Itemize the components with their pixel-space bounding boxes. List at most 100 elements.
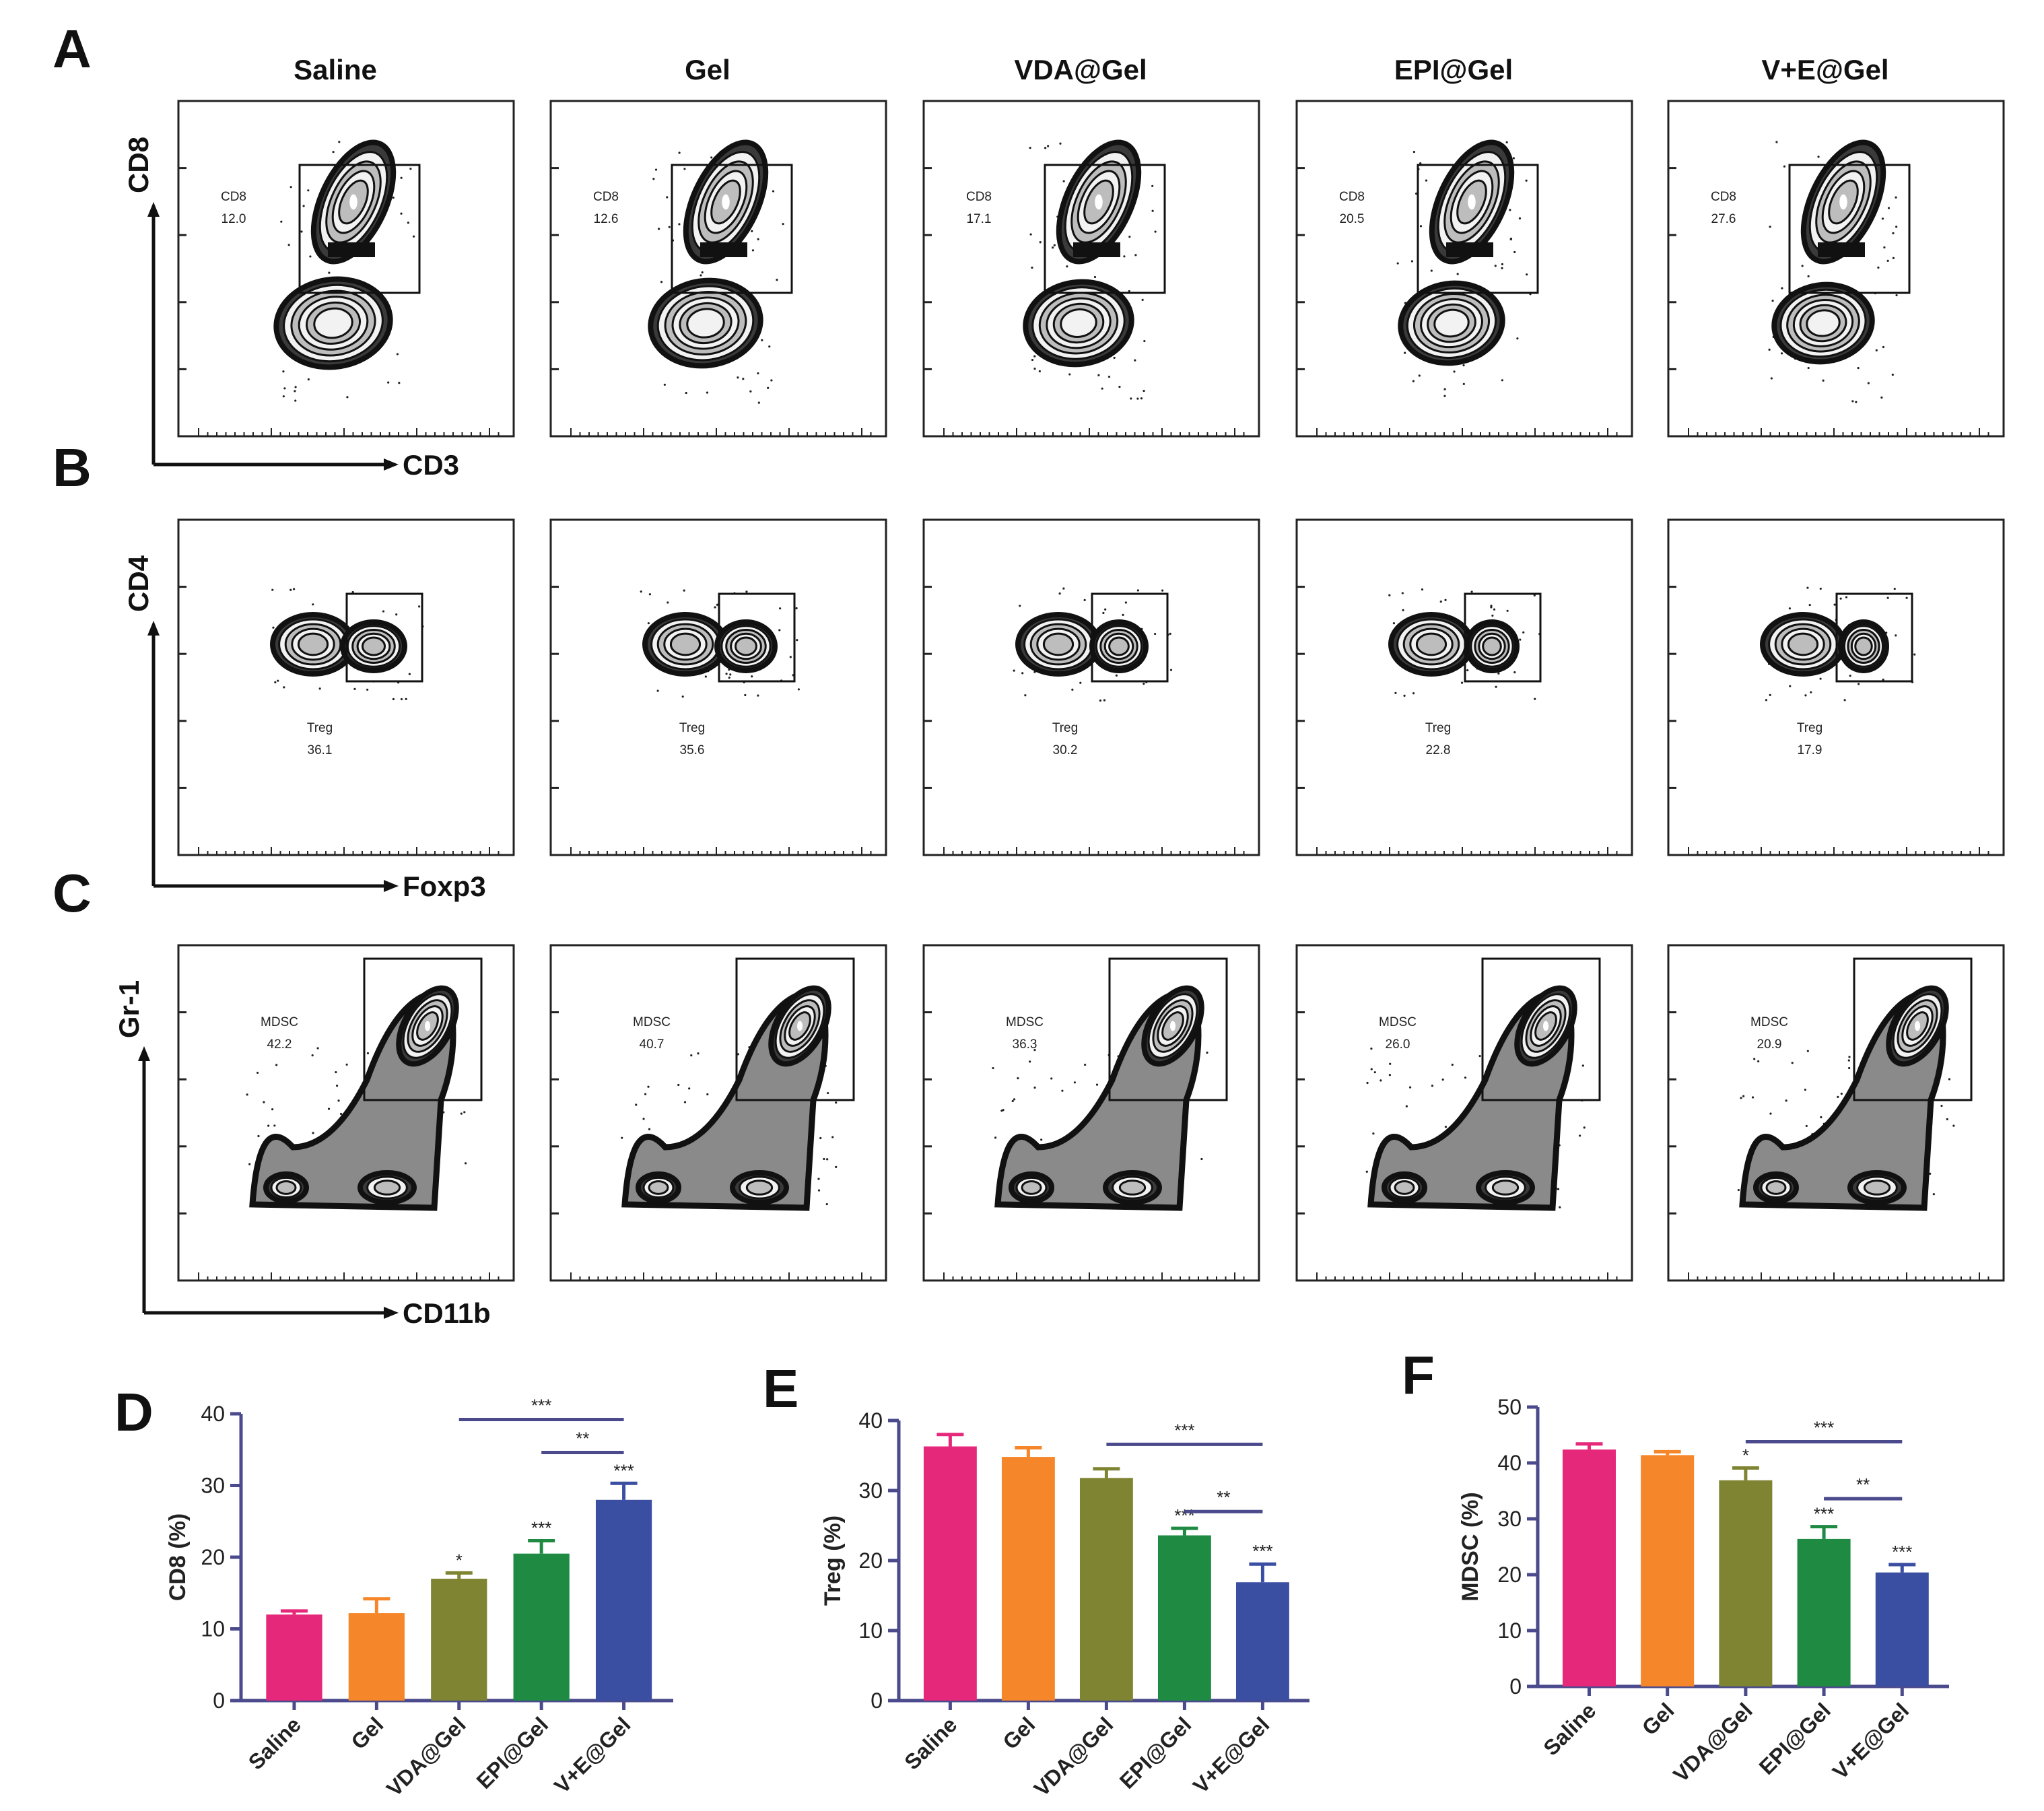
- event-dot: [1017, 1077, 1019, 1080]
- event-dot: [1408, 1086, 1412, 1089]
- panel-letter: A: [53, 19, 92, 79]
- x-axis-arrowhead: [384, 880, 399, 892]
- significance-star: ***: [613, 1460, 634, 1480]
- contour-core: [796, 1021, 803, 1031]
- event-dot: [1040, 1138, 1043, 1141]
- event-dot: [1050, 1077, 1053, 1080]
- gate-label: Treg: [307, 721, 333, 735]
- event-dot: [1886, 259, 1889, 262]
- event-dot: [1441, 1078, 1444, 1081]
- event-dot: [1497, 672, 1500, 675]
- event-dot: [1781, 287, 1783, 289]
- event-dot: [1388, 1074, 1391, 1077]
- event-dot: [1366, 1081, 1369, 1085]
- event-dot: [263, 1101, 265, 1103]
- event-dot: [277, 679, 279, 682]
- event-dot: [678, 151, 681, 154]
- event-dot: [1757, 1060, 1760, 1063]
- event-dot: [1124, 601, 1127, 604]
- event-dot: [1929, 1172, 1932, 1175]
- event-dot: [1801, 265, 1804, 267]
- event-dot: [1095, 1083, 1099, 1086]
- gate-label: MDSC: [1379, 1015, 1417, 1029]
- y-axis-label: CD8: [123, 137, 154, 193]
- event-dot: [831, 1136, 834, 1138]
- event-dot: [666, 196, 669, 199]
- event-dot: [1379, 1079, 1382, 1082]
- contour-core: [349, 194, 357, 210]
- significance-star: ***: [1174, 1505, 1194, 1526]
- bar: [1562, 1449, 1616, 1686]
- gate-label: MDSC: [1750, 1015, 1788, 1029]
- gate-value: 42.2: [267, 1037, 292, 1052]
- x-tick-label: Saline: [899, 1712, 961, 1774]
- event-dot: [1895, 294, 1898, 297]
- event-dot: [1161, 589, 1164, 592]
- event-dot: [1819, 587, 1822, 590]
- event-dot: [1033, 368, 1036, 370]
- event-dot: [1822, 379, 1825, 382]
- plot-frame: [1295, 100, 1633, 438]
- event-dot: [1068, 373, 1071, 376]
- event-dot: [1062, 587, 1065, 590]
- event-dot: [654, 168, 658, 171]
- event-dot: [1491, 614, 1494, 617]
- event-dot: [663, 383, 666, 386]
- event-dot: [1806, 586, 1809, 589]
- event-dot: [796, 639, 798, 642]
- event-dot: [823, 1157, 825, 1161]
- event-dot: [681, 695, 684, 698]
- event-dot: [1079, 681, 1082, 684]
- event-dot: [1470, 590, 1473, 593]
- y-tick-label: 20: [201, 1545, 225, 1569]
- event-dot: [1753, 1058, 1756, 1060]
- event-dot: [400, 212, 403, 215]
- event-dot: [1011, 1099, 1014, 1103]
- event-dot: [460, 1112, 463, 1115]
- event-dot: [302, 205, 305, 207]
- contour-ring: [1118, 1180, 1147, 1196]
- event-dot: [1206, 1051, 1208, 1054]
- gate-value: 22.8: [1426, 743, 1451, 757]
- event-dot: [1780, 352, 1783, 355]
- x-tick-label: EPI@Gel: [1755, 1698, 1835, 1779]
- event-dot: [700, 274, 702, 277]
- x-axis-label: CD11b: [403, 1297, 491, 1329]
- x-tick-label: Gel: [1637, 1698, 1679, 1740]
- event-dot: [1029, 1060, 1031, 1063]
- event-dot: [1396, 262, 1399, 265]
- gate-rect: [1788, 164, 1911, 294]
- event-dot: [1771, 300, 1774, 302]
- event-dot: [1806, 1050, 1809, 1052]
- event-dot: [1430, 269, 1433, 272]
- event-dot: [1136, 397, 1139, 400]
- event-dot: [778, 629, 781, 631]
- event-dot: [1059, 142, 1062, 145]
- event-dot: [1946, 1118, 1948, 1121]
- event-dot: [289, 186, 292, 189]
- gate-label: CD8: [221, 190, 246, 204]
- event-dot: [757, 372, 759, 375]
- event-dot: [657, 228, 660, 230]
- event-dot: [706, 391, 709, 394]
- event-dot: [1820, 1116, 1822, 1119]
- event-dot: [1519, 638, 1522, 641]
- event-dot: [1581, 1064, 1584, 1067]
- event-dot: [994, 1136, 997, 1139]
- event-dot: [737, 376, 739, 379]
- event-dot: [1451, 1063, 1454, 1066]
- event-dot: [1493, 608, 1496, 611]
- event-dot: [1154, 230, 1157, 233]
- bar: [1235, 1582, 1289, 1701]
- event-dot: [1097, 374, 1100, 376]
- x-tick-label: VDA@Gel: [1668, 1698, 1757, 1787]
- event-dot: [400, 176, 403, 179]
- event-dot: [1740, 1097, 1742, 1099]
- event-dot: [1412, 151, 1416, 153]
- event-dot: [1033, 355, 1036, 357]
- event-dot: [1128, 289, 1130, 293]
- event-dot: [1073, 1081, 1077, 1084]
- y-tick-label: 10: [201, 1617, 225, 1641]
